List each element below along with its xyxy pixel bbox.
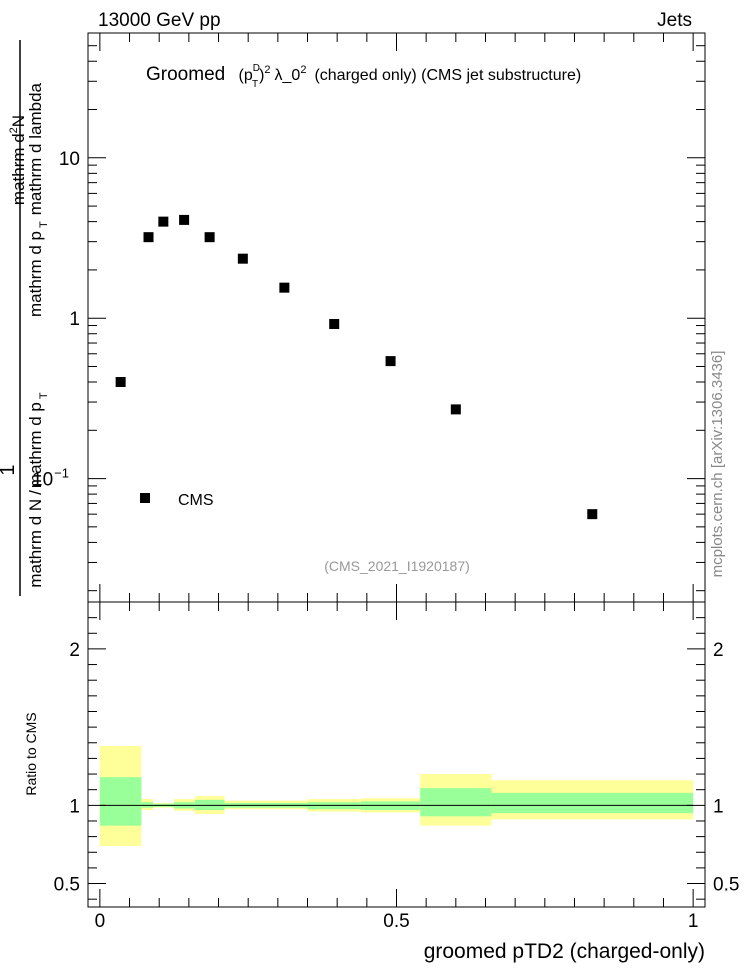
y-tick-label: 10 [59, 149, 80, 170]
legend-marker-cms [140, 493, 150, 503]
data-point-cms [237, 253, 248, 264]
title-sup-d: D [253, 63, 260, 74]
data-point-cms [385, 356, 396, 367]
ylabel-rhs-numerator: mathrm d2N [8, 115, 28, 205]
ratio-y-tick-label-left: 0.5 [54, 875, 80, 896]
data-point-cms [158, 216, 169, 227]
data-point-cms [204, 232, 215, 243]
plot-title: Groomed (pD T)2 λ_02 (charged only) (CMS je… [146, 63, 581, 90]
xlabel: groomed pTD2 (charged-only) [424, 940, 705, 963]
header-right: Jets [657, 10, 692, 31]
title-p: (p [238, 67, 252, 84]
data-point-cms [143, 232, 154, 243]
ratio-y-tick-label-right: 2 [713, 640, 724, 661]
data-point-cms [329, 318, 340, 329]
data-point-cms [115, 377, 126, 388]
y-tick-label: 10−1 [32, 466, 69, 491]
title-lambda: λ_0 [275, 67, 301, 84]
title-sup-2b: 2 [300, 64, 306, 76]
y-tick-label: 1 [69, 309, 80, 330]
ratio-band-inner [420, 788, 492, 817]
data-point-cms [279, 282, 290, 293]
ratio-plot-frame [87, 601, 706, 908]
ratio-bands [99, 745, 694, 846]
data-point-cms [587, 509, 598, 520]
main-axis-ticks: 10−1 1 10 [32, 32, 705, 592]
title-prefix: Groomed [146, 64, 225, 85]
title-sup-2: 2 [264, 64, 270, 76]
ylabel-numerator: 1 [0, 464, 19, 475]
header-left: 13000 GeV pp [98, 10, 221, 31]
ratio-axis-ticks: 0.5 0.5 1 1 2 2 0 0.5 1 [54, 33, 739, 932]
x-tick-label: 0 [95, 911, 106, 932]
watermark: mcplots.cern.ch [arXiv:1306.3436] [709, 351, 726, 578]
data-point-cms [179, 214, 190, 225]
ratio-band-inner [99, 777, 142, 826]
legend-label-cms: CMS [178, 492, 214, 509]
title-close: ) [259, 67, 264, 84]
ratio-y-tick-label-right: 0.5 [713, 875, 739, 896]
ylabel-denominator-left: mathrm d N/mathrm d pT [26, 392, 50, 588]
ratio-y-tick-label-left: 1 [69, 796, 80, 817]
ratio-ylabel: Ratio to CMS [23, 712, 39, 795]
ratio-y-tick-label-left: 2 [69, 640, 80, 661]
ylabel-rhs-denominator: mathrm d pTmathrm d lambda [26, 82, 50, 317]
x-tick-label: 1 [688, 911, 699, 932]
data-point-cms [450, 404, 461, 415]
analysis-tag: (CMS_2021_I1920187) [324, 558, 470, 574]
ratio-band-inner [491, 792, 694, 814]
data-points [115, 214, 598, 520]
main-plot-frame [87, 32, 706, 603]
x-tick-label: 0.5 [383, 911, 409, 932]
title-sub-t: T [252, 79, 258, 90]
title-suffix: (charged only) (CMS jet substructure) [314, 67, 581, 84]
main-ylabel: 1 mathrm d N/mathrm d pT mathrm d2N math… [0, 40, 50, 596]
ratio-y-tick-label-right: 1 [713, 796, 724, 817]
